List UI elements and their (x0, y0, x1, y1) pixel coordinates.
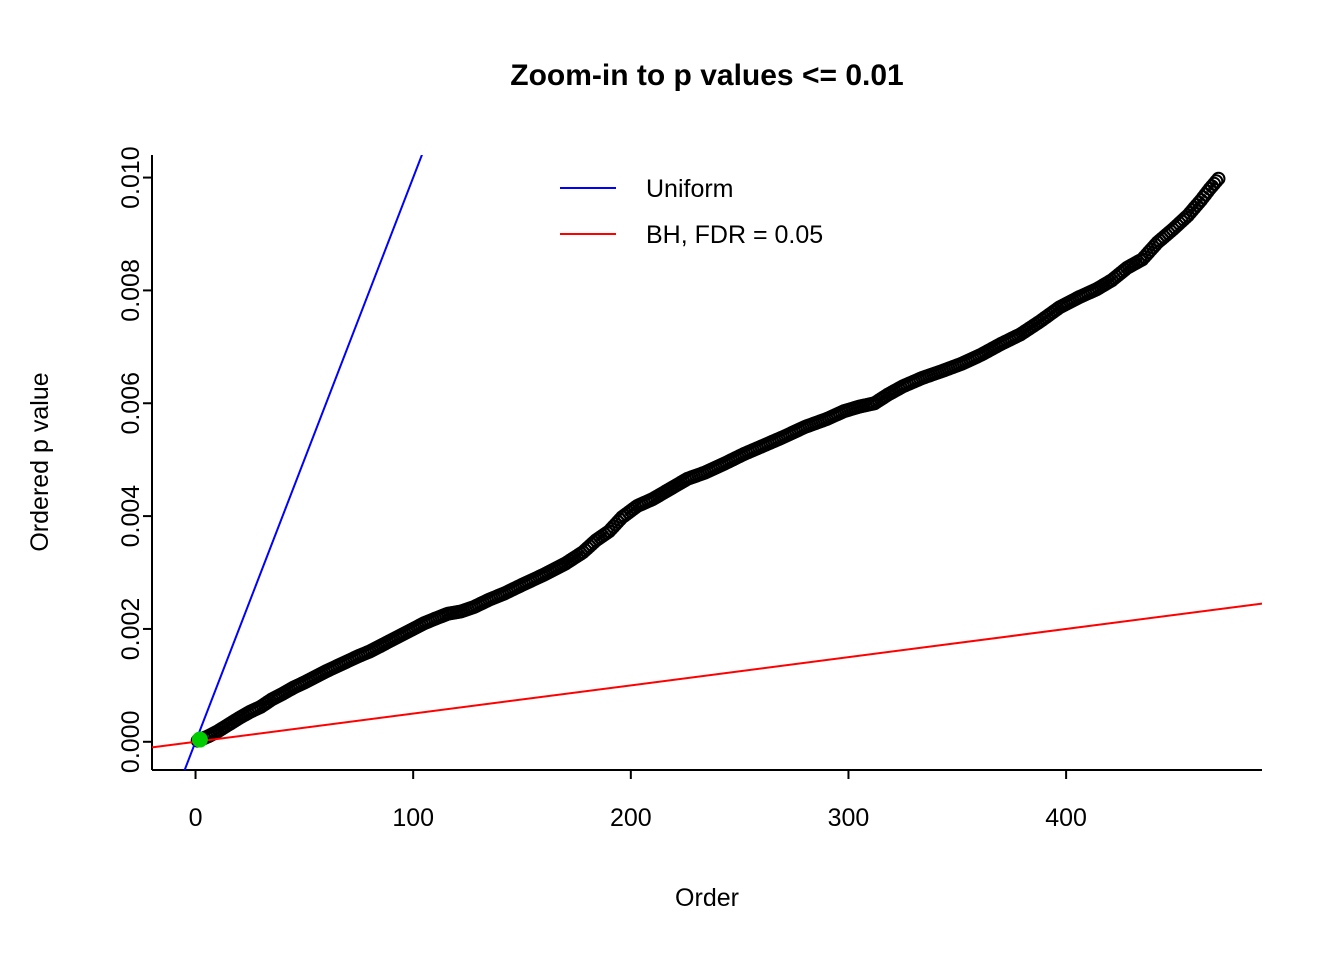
bh-line (152, 602, 1262, 749)
ordered-p-points (190, 171, 1226, 748)
significant-point (191, 731, 208, 748)
y-axis-label: Ordered p value (26, 372, 54, 551)
plot-content (152, 155, 1262, 770)
x-tick-label: 100 (392, 804, 434, 832)
data-point-circle (1211, 171, 1226, 186)
axes (151, 155, 1262, 771)
y-tick-label: 0.002 (117, 598, 145, 661)
x-tick-label: 400 (1045, 804, 1087, 832)
uniform-line (183, 155, 423, 770)
y-tick-label: 0.004 (117, 485, 145, 548)
data-point-circle (1209, 174, 1224, 189)
x-tick-label: 0 (189, 804, 203, 832)
legend-label: BH, FDR = 0.05 (646, 221, 823, 249)
y-tick-label: 0.006 (117, 372, 145, 435)
chart-title: Zoom-in to p values <= 0.01 (510, 59, 903, 92)
x-axis-label: Order (675, 884, 739, 912)
legend: Uniform BH, FDR = 0.05 (560, 175, 823, 249)
x-tick-label: 200 (610, 804, 652, 832)
y-tick-label: 0.000 (117, 711, 145, 774)
plot-area: 0 100 200 300 400 0.000 0.002 0.004 0.006 0.008 0.… (117, 146, 1262, 832)
y-tick-label: 0.008 (117, 259, 145, 322)
y-tick-label: 0.010 (117, 146, 145, 209)
legend-label: Uniform (646, 175, 734, 203)
x-tick-label: 300 (828, 804, 870, 832)
